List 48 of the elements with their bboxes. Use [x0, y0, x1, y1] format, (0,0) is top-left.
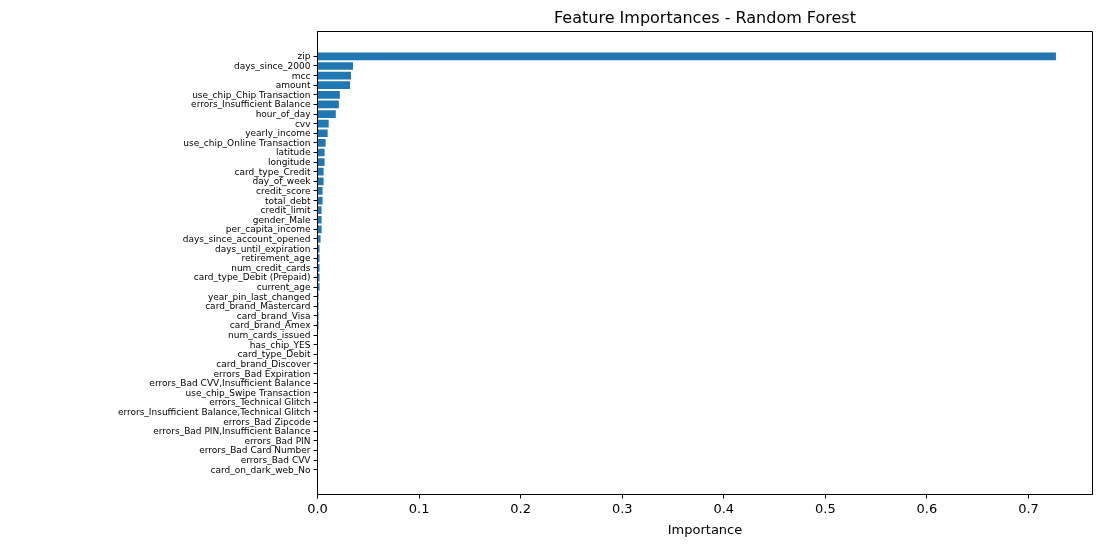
y-tick-label: gender_Male [252, 214, 311, 225]
y-tick-label: errors_Bad PIN,Insufficient Balance [153, 426, 311, 437]
y-tick-label: longitude [268, 157, 311, 168]
chart-title: Feature Importances - Random Forest [554, 7, 856, 27]
y-tick-label: errors_Insufficient Balance [191, 99, 311, 110]
y-tick-label: current_age [256, 282, 311, 293]
y-tick-label: errors_Insufficient Balance,Technical Glitch [117, 406, 311, 417]
x-tick-label: 0.1 [408, 500, 430, 516]
x-axis-title: Importance [667, 521, 743, 537]
y-tick-label: errors_Bad Card Number [199, 445, 311, 456]
y-tick-label: num_cards_issued [228, 330, 311, 341]
y-tick-label: card_brand_Amex [229, 320, 312, 331]
y-tick-label: use_chip_Chip Transaction [192, 89, 311, 100]
y-tick-label: per_capita_income [225, 224, 311, 235]
y-tick-label: credit_limit [260, 205, 311, 216]
y-tick-label: card_type_Credit [234, 166, 311, 177]
y-tick-label: days_since_account_opened [182, 233, 311, 244]
y-tick-label: use_chip_Online Transaction [183, 137, 311, 148]
y-tick-label: days_since_2000 [233, 61, 311, 71]
y-tick-label: cvv [294, 118, 312, 129]
y-tick-label: amount [275, 80, 311, 91]
y-tick-label: card_brand_Discover [216, 358, 311, 369]
y-tick-label: card_type_Debit [237, 349, 311, 360]
y-tick-label: errors_Bad PIN [244, 435, 311, 446]
y-tick-label: zip [297, 51, 311, 62]
y-tick-label: card_brand_Visa [236, 310, 311, 321]
x-tick-label: 0.6 [916, 500, 938, 516]
y-tick-label: card_type_Debit (Prepaid) [193, 272, 311, 283]
y-tick-label: errors_Technical Glitch [209, 397, 311, 408]
y-tick-label: retirement_age [241, 253, 311, 264]
y-tick-label: yearly_income [245, 128, 311, 139]
y-tick-label: errors_Bad CVV,Insufficient Balance [149, 378, 311, 389]
y-tick-label: hour_of_day [255, 109, 312, 120]
y-tick-label: use_chip_Swipe Transaction [185, 387, 311, 398]
y-tick-label: mcc [291, 70, 311, 81]
x-tick-label: 0.2 [510, 500, 531, 516]
y-tick-label: card_brand_Mastercard [205, 301, 311, 312]
x-tick-label: 0.0 [307, 500, 328, 516]
y-tick-label: errors_Bad Zipcode [223, 416, 311, 427]
x-tick-label: 0.7 [1018, 500, 1039, 516]
y-tick-label: errors_Bad CVV [240, 455, 312, 465]
y-tick-label: num_credit_cards [231, 262, 311, 273]
y-tick-label: day_of_week [252, 176, 312, 187]
x-tick-label: 0.4 [713, 500, 735, 516]
y-tick-label: credit_score [256, 185, 311, 196]
x-tick-label: 0.3 [611, 500, 633, 516]
y-tick-label: latitude [275, 147, 311, 158]
x-tick-label: 0.5 [815, 500, 836, 516]
